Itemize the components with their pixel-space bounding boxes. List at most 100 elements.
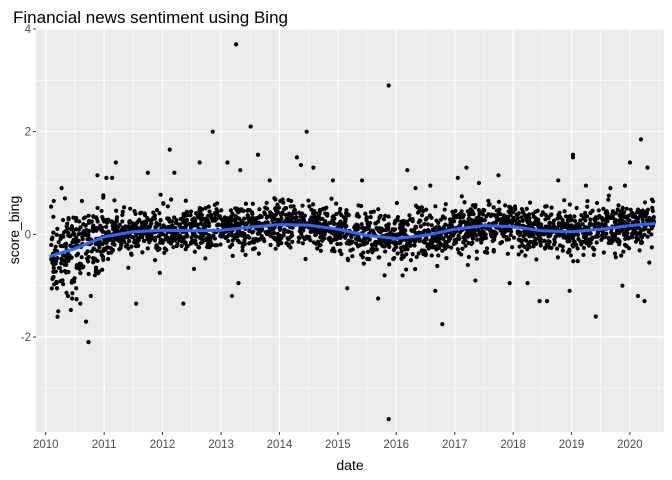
data-point bbox=[651, 215, 656, 221]
data-point bbox=[609, 231, 615, 236]
data-point bbox=[364, 216, 369, 221]
data-point bbox=[500, 231, 505, 236]
data-point bbox=[316, 239, 321, 244]
data-point bbox=[365, 249, 371, 254]
data-point bbox=[546, 239, 551, 244]
data-point bbox=[323, 229, 328, 234]
data-point bbox=[125, 233, 130, 239]
data-point bbox=[87, 236, 92, 241]
data-point bbox=[123, 226, 128, 231]
data-point bbox=[650, 205, 655, 210]
data-point bbox=[588, 211, 593, 216]
data-point bbox=[157, 211, 162, 216]
data-point bbox=[382, 273, 387, 278]
data-point bbox=[381, 217, 386, 222]
data-point bbox=[182, 213, 188, 219]
data-point bbox=[113, 160, 118, 165]
data-point bbox=[384, 223, 389, 228]
data-point bbox=[230, 253, 235, 258]
data-point bbox=[165, 225, 170, 230]
data-point bbox=[425, 222, 431, 227]
data-point bbox=[436, 253, 441, 258]
data-point bbox=[572, 218, 578, 224]
data-point bbox=[575, 259, 580, 264]
x-tick-label: 2012 bbox=[150, 439, 176, 451]
data-point bbox=[164, 247, 169, 253]
data-point bbox=[591, 252, 596, 257]
data-point bbox=[318, 242, 323, 248]
data-point bbox=[98, 249, 103, 254]
data-point bbox=[370, 250, 375, 255]
data-point bbox=[60, 233, 65, 238]
data-point bbox=[426, 228, 431, 233]
data-point bbox=[467, 232, 472, 237]
data-point bbox=[359, 222, 364, 227]
data-point bbox=[182, 241, 187, 246]
x-tick-label: 2019 bbox=[559, 439, 585, 451]
data-point bbox=[640, 217, 645, 222]
data-point bbox=[451, 241, 457, 247]
data-point bbox=[114, 217, 119, 222]
data-point bbox=[399, 219, 404, 224]
data-point bbox=[645, 234, 650, 239]
data-point bbox=[132, 209, 137, 214]
x-tick-label: 2018 bbox=[500, 439, 526, 451]
data-point bbox=[486, 212, 491, 217]
data-point bbox=[605, 211, 610, 216]
data-point bbox=[474, 256, 479, 261]
data-point bbox=[588, 217, 593, 222]
data-point bbox=[170, 239, 175, 244]
data-point bbox=[203, 206, 208, 211]
data-point bbox=[580, 222, 585, 227]
data-point bbox=[634, 230, 639, 236]
data-point bbox=[247, 216, 253, 221]
data-point bbox=[112, 242, 117, 247]
data-point bbox=[222, 222, 228, 227]
data-point bbox=[71, 215, 76, 220]
data-point bbox=[218, 242, 223, 247]
data-point bbox=[376, 207, 381, 212]
data-point bbox=[206, 221, 211, 226]
data-point bbox=[446, 224, 452, 229]
data-point bbox=[571, 244, 576, 249]
data-point bbox=[109, 250, 114, 255]
data-point bbox=[523, 237, 528, 242]
data-point bbox=[300, 203, 305, 208]
data-point bbox=[259, 233, 264, 239]
data-point bbox=[552, 239, 557, 245]
data-point bbox=[575, 246, 580, 251]
data-point bbox=[488, 231, 493, 236]
data-point bbox=[135, 226, 140, 231]
data-point bbox=[567, 239, 572, 244]
data-point bbox=[527, 200, 533, 205]
data-point bbox=[555, 255, 560, 260]
data-point bbox=[628, 207, 633, 212]
data-point bbox=[59, 256, 64, 261]
data-point bbox=[282, 227, 287, 232]
data-point bbox=[419, 213, 425, 218]
data-point bbox=[471, 212, 476, 217]
data-point bbox=[331, 219, 336, 224]
data-point bbox=[337, 248, 343, 253]
data-point bbox=[484, 246, 490, 251]
data-point bbox=[560, 217, 565, 222]
data-point bbox=[210, 129, 215, 134]
data-point bbox=[83, 251, 89, 256]
data-point bbox=[145, 226, 150, 231]
data-point bbox=[374, 225, 379, 231]
data-point bbox=[120, 219, 125, 224]
data-point bbox=[198, 221, 203, 226]
data-point bbox=[338, 206, 343, 212]
data-point bbox=[608, 186, 613, 191]
data-point bbox=[549, 245, 554, 250]
data-point bbox=[562, 222, 567, 227]
data-point bbox=[283, 205, 288, 211]
data-point bbox=[606, 197, 611, 202]
data-point bbox=[74, 286, 79, 291]
data-point bbox=[65, 226, 70, 231]
data-point bbox=[479, 240, 484, 245]
data-point bbox=[145, 170, 150, 175]
data-point bbox=[154, 243, 159, 248]
data-point bbox=[161, 200, 166, 206]
data-point bbox=[597, 213, 602, 218]
